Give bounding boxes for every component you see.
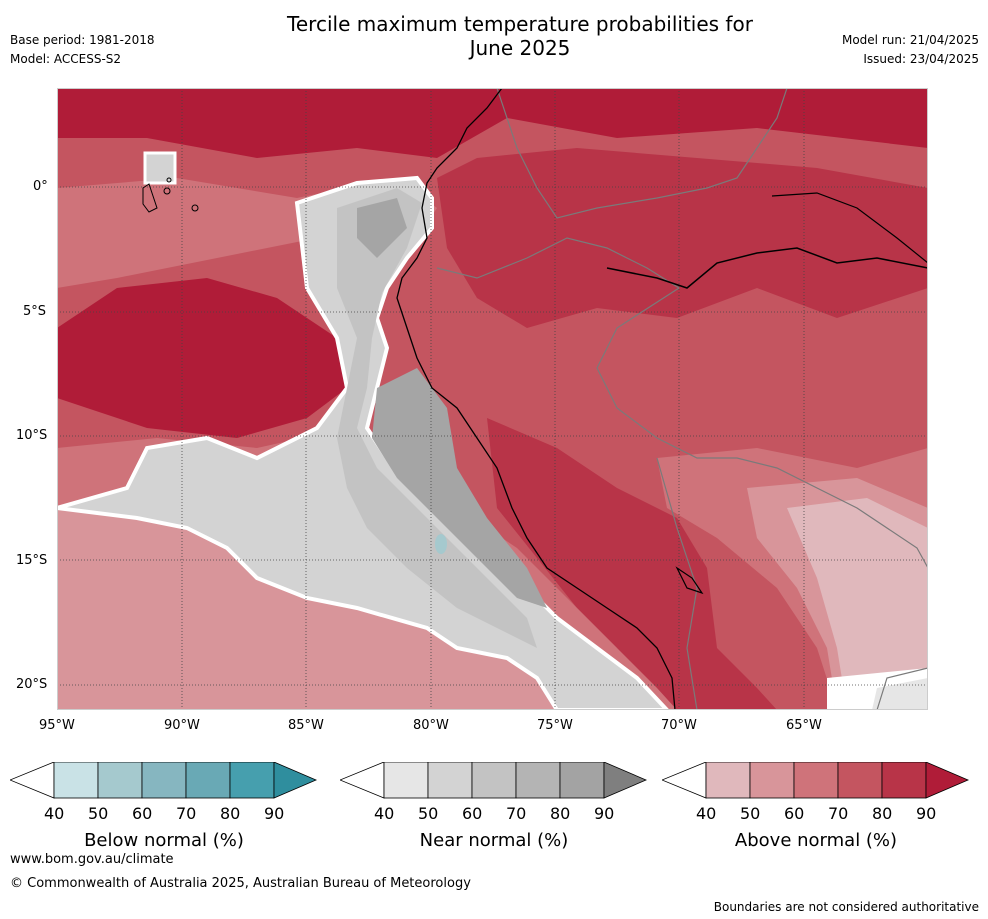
colorbar-above-swatches xyxy=(660,761,970,799)
colorbar-tick: 70 xyxy=(828,804,849,823)
border-peru-brazil-bolivia xyxy=(596,287,928,569)
colorbar-tick: 40 xyxy=(374,804,395,823)
rio-negro xyxy=(771,192,928,264)
lat-label: 5°S xyxy=(23,304,47,319)
lat-label: 15°S xyxy=(16,553,48,568)
above-40-south-land xyxy=(787,498,928,710)
colorbar-swatch xyxy=(471,761,517,799)
colorbar-tick: 70 xyxy=(506,804,527,823)
model-label: Model: ACCESS-S2 xyxy=(10,52,122,66)
colorbar-swatch xyxy=(705,761,751,799)
colorbar-swatch xyxy=(383,761,429,799)
amazon-river xyxy=(606,247,928,289)
lon-label: 70°W xyxy=(661,718,697,733)
colorbar-swatch xyxy=(515,761,561,799)
colorbar-below-swatches xyxy=(8,761,318,799)
colorbar-swatch xyxy=(97,761,143,799)
lon-label: 90°W xyxy=(164,718,200,733)
above-90-north xyxy=(57,88,928,158)
colorbar-tick: 60 xyxy=(784,804,805,823)
colorbar-swatch xyxy=(603,761,648,799)
colorbar-title: Below normal (%) xyxy=(84,830,244,851)
near-40-region xyxy=(872,678,928,710)
colorbar-swatch xyxy=(925,761,970,799)
border-ecuador-peru xyxy=(436,237,680,289)
colorbar-tick: 70 xyxy=(176,804,197,823)
lon-label: 65°W xyxy=(786,718,822,733)
colorbar-tick: 40 xyxy=(44,804,65,823)
border-paraguay xyxy=(876,667,928,710)
colorbar-swatch xyxy=(559,761,605,799)
boundaries-disclaimer: Boundaries are not considered authoritat… xyxy=(713,900,979,914)
website-link[interactable]: www.bom.gov.au/climate xyxy=(10,852,174,867)
colorbar-tick: 60 xyxy=(462,804,483,823)
lon-label: 95°W xyxy=(39,718,75,733)
lon-label: 80°W xyxy=(413,718,449,733)
colorbar-tick: 40 xyxy=(696,804,717,823)
colorbar-swatch xyxy=(8,761,55,799)
colorbar-tick: 80 xyxy=(550,804,571,823)
colorbar-above-normal: 40 50 60 70 80 90 Above normal (%) xyxy=(660,761,970,851)
lat-label: 0° xyxy=(33,179,48,194)
model-run-label: Model run: 21/04/2025 xyxy=(841,33,979,47)
colorbar-swatch xyxy=(837,761,883,799)
colorbar-tick: 50 xyxy=(740,804,761,823)
colorbar-tick: 90 xyxy=(594,804,615,823)
colorbar-swatch xyxy=(660,761,707,799)
title-line-2: June 2025 xyxy=(469,36,571,60)
colorbar-near-normal: 40 50 60 70 80 90 Near normal (%) xyxy=(338,761,648,851)
colorbar-below-normal: 40 50 60 70 80 90 Below normal (%) xyxy=(8,761,318,851)
colorbar-swatch xyxy=(793,761,839,799)
galapagos-islands xyxy=(142,177,199,213)
colorbar-swatch xyxy=(338,761,385,799)
above-80-land xyxy=(437,148,928,328)
colorbar-title: Above normal (%) xyxy=(734,830,898,851)
colorbar-swatch xyxy=(141,761,187,799)
near-60-region xyxy=(337,188,537,648)
near-80-north xyxy=(357,198,407,258)
lon-label: 85°W xyxy=(288,718,324,733)
colorbar-tick: 80 xyxy=(220,804,241,823)
colorbar-tick: 90 xyxy=(264,804,285,823)
colorbar-tick: 50 xyxy=(418,804,439,823)
colorbar-swatch xyxy=(273,761,318,799)
colorbar-tick: 50 xyxy=(88,804,109,823)
below-50-spot xyxy=(435,534,447,554)
lon-label: 75°W xyxy=(537,718,573,733)
issued-label: Issued: 23/04/2025 xyxy=(863,52,979,66)
colorbar-swatch xyxy=(749,761,795,799)
border-peru-bolivia xyxy=(656,457,698,710)
near-80-coastal xyxy=(372,368,547,608)
lat-label: 20°S xyxy=(16,677,48,692)
map-title: Tercile maximum temperature probabilitie… xyxy=(0,12,988,60)
probability-map xyxy=(57,88,928,710)
colorbar-swatch xyxy=(427,761,473,799)
colorbar-swatch xyxy=(229,761,275,799)
lake-titicaca xyxy=(675,566,704,595)
coastline xyxy=(396,88,676,710)
base-period-label: Base period: 1981-2018 xyxy=(10,33,155,47)
colorbar-tick: 60 xyxy=(132,804,153,823)
above-80-coast xyxy=(487,418,777,710)
border-colombia xyxy=(496,88,788,219)
colorbar-swatch xyxy=(881,761,927,799)
map-frame xyxy=(57,88,928,710)
lat-label: 10°S xyxy=(16,428,48,443)
copyright-notice: © Commonwealth of Australia 2025, Austra… xyxy=(10,876,471,891)
colorbar-near-swatches xyxy=(338,761,648,799)
above-90-west-ocean xyxy=(57,278,347,438)
colorbar-swatch xyxy=(185,761,231,799)
colorbar-tick: 80 xyxy=(872,804,893,823)
colorbar-title: Near normal (%) xyxy=(419,830,569,851)
colorbar-swatch xyxy=(53,761,99,799)
colorbar-tick: 90 xyxy=(916,804,937,823)
title-line-1: Tercile maximum temperature probabilitie… xyxy=(287,12,753,36)
graticule xyxy=(57,88,928,710)
